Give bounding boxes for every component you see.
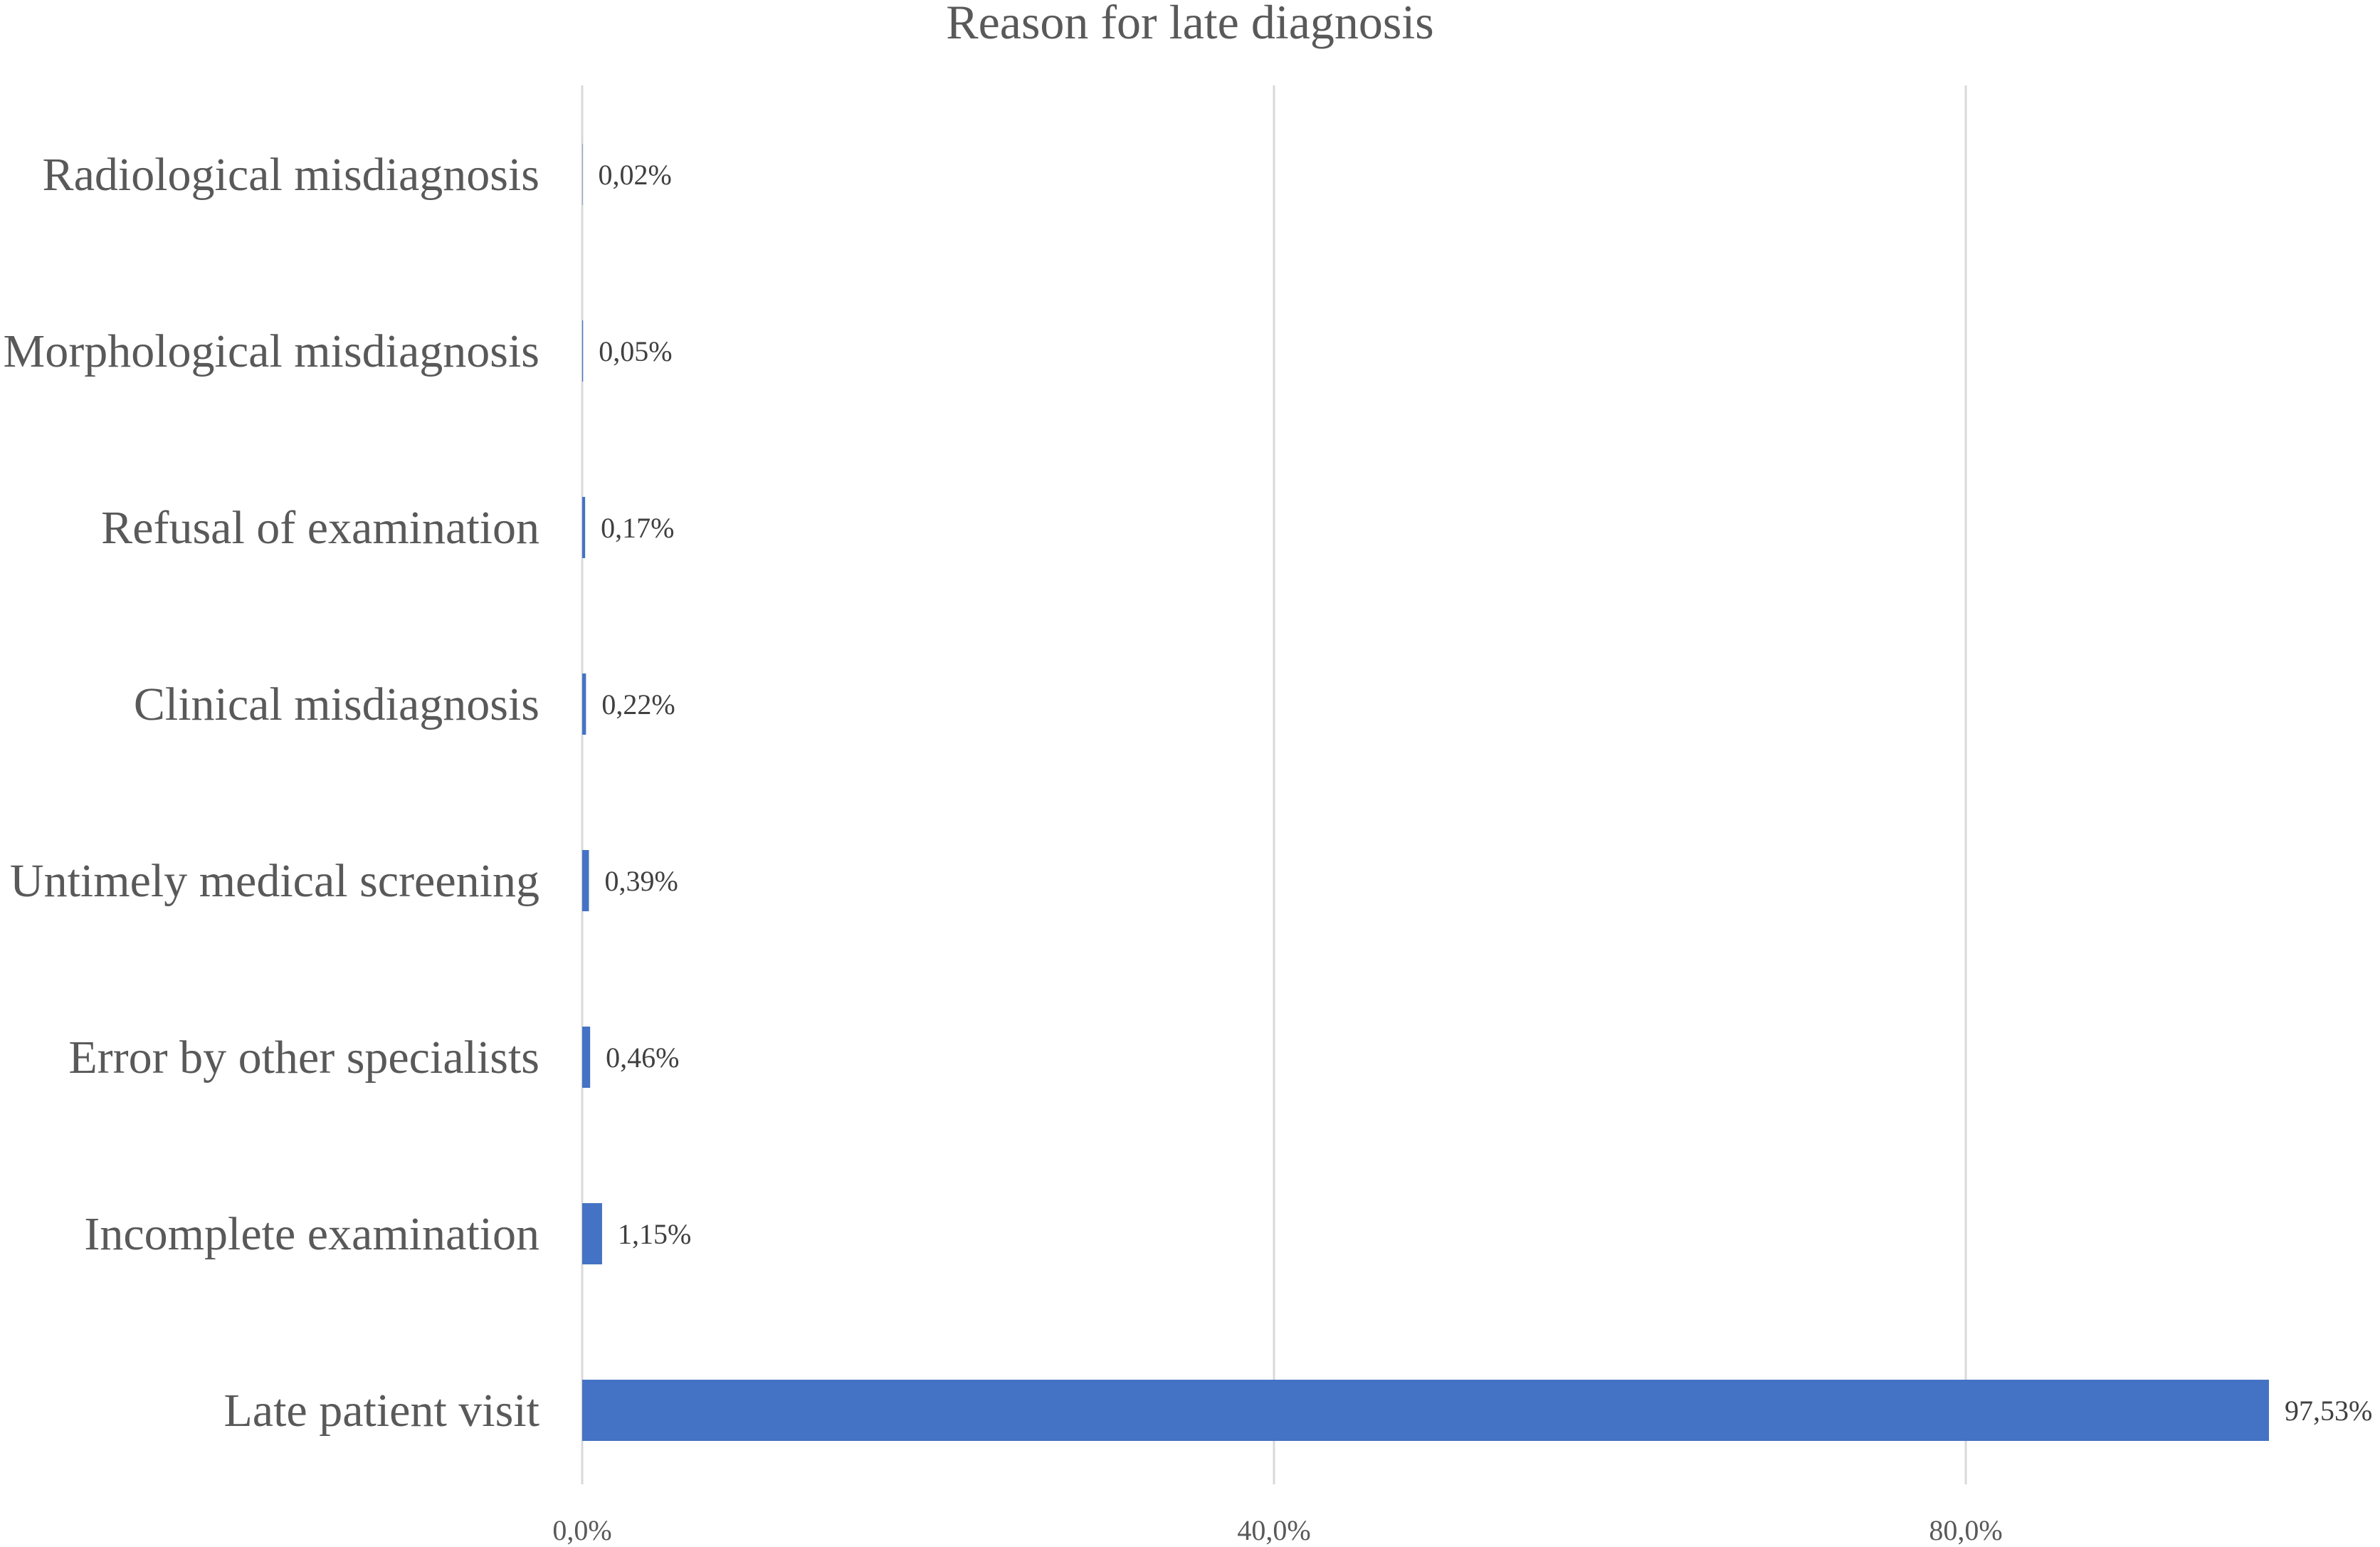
bar: [582, 1380, 2269, 1441]
bar: [582, 1027, 591, 1088]
chart-title: Reason for late diagnosis: [946, 0, 1434, 49]
data-label: 0,39%: [604, 865, 678, 897]
bar: [582, 1203, 602, 1264]
data-label: 1,15%: [618, 1218, 691, 1250]
category-label: Untimely medical screening: [10, 855, 539, 907]
x-tick-label: 40,0%: [1237, 1514, 1310, 1546]
category-label: Clinical misdiagnosis: [134, 678, 539, 730]
category-label: Refusal of examination: [101, 502, 539, 554]
bar: [582, 144, 583, 205]
bar: [582, 673, 586, 735]
bar: [582, 320, 584, 382]
data-label: 0,05%: [599, 335, 672, 367]
x-tick-label: 80,0%: [1929, 1514, 2002, 1546]
bar: [582, 850, 589, 911]
category-label: Morphological misdiagnosis: [4, 325, 539, 377]
x-tick-label: 0,0%: [552, 1514, 611, 1546]
data-label: 0,17%: [601, 512, 674, 544]
data-label: 0,46%: [606, 1042, 679, 1074]
bars: [582, 144, 2269, 1441]
category-label: Error by other specialists: [68, 1032, 539, 1084]
bar: [582, 497, 586, 558]
data-label: 0,22%: [601, 688, 675, 720]
data-label: 97,53%: [2285, 1395, 2372, 1427]
category-label: Late patient visit: [223, 1385, 539, 1437]
category-label: Radiological misdiagnosis: [43, 149, 539, 201]
data-label: 0,02%: [599, 159, 672, 191]
labels: 0,0% 40,0% 80,0% Radiological misdiagnosis 0…: [4, 149, 2373, 1546]
category-label: Incomplete examination: [84, 1208, 539, 1260]
gridlines: [581, 85, 1967, 1484]
